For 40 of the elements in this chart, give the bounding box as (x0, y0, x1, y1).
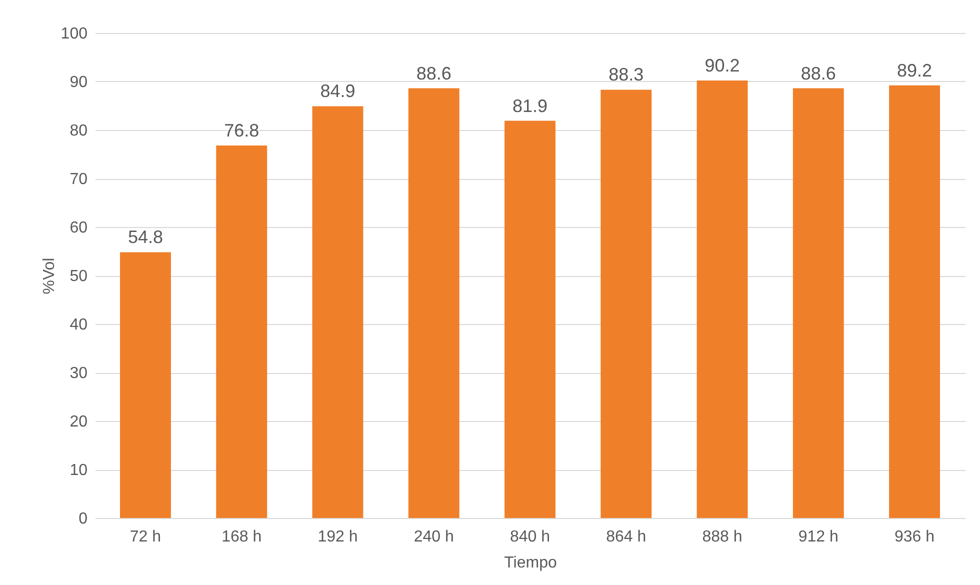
data-label: 84.9 (320, 81, 356, 102)
x-tick-label: 864 h (606, 528, 646, 546)
bar (504, 120, 556, 518)
bar (216, 146, 268, 518)
x-tick-label: 936 h (894, 528, 935, 546)
bar (792, 88, 844, 518)
bar (408, 88, 460, 518)
y-tick-label: 70 (70, 171, 88, 188)
data-label: 90.2 (704, 56, 740, 76)
x-tick-label: 72 h (130, 528, 162, 546)
y-tick-label: 50 (70, 268, 88, 285)
y-tick-label: 100 (60, 26, 88, 42)
data-label: 76.8 (224, 120, 260, 141)
y-tick-label: 10 (70, 462, 88, 479)
y-tick-label: 40 (70, 316, 88, 334)
bar (600, 90, 652, 518)
data-label: 89.2 (897, 60, 932, 80)
bar (312, 106, 364, 518)
y-tick-label: 0 (78, 510, 88, 528)
bar (120, 252, 171, 518)
x-tick-label: 840 h (510, 528, 550, 546)
x-axis-title: Tiempo (504, 554, 557, 572)
bar (696, 80, 748, 518)
bar (889, 85, 940, 518)
data-label: 88.6 (416, 63, 452, 84)
data-label: 81.9 (512, 96, 548, 116)
y-tick-label: 60 (70, 220, 88, 236)
data-label: 88.3 (608, 64, 644, 85)
data-label: 88.6 (800, 63, 836, 84)
y-tick-label: 20 (70, 414, 88, 430)
x-tick-label: 912 h (798, 528, 838, 546)
y-axis-title: %Vol (40, 258, 58, 294)
y-tick-label: 30 (70, 365, 88, 382)
y-tick-label: 80 (70, 122, 88, 140)
y-tick-label: 90 (70, 74, 88, 91)
data-label: 54.8 (128, 227, 163, 248)
x-tick-label: 168 h (222, 528, 262, 546)
x-tick-label: 192 h (318, 528, 358, 546)
x-tick-label: 888 h (702, 528, 742, 546)
x-tick-label: 240 h (414, 528, 454, 546)
